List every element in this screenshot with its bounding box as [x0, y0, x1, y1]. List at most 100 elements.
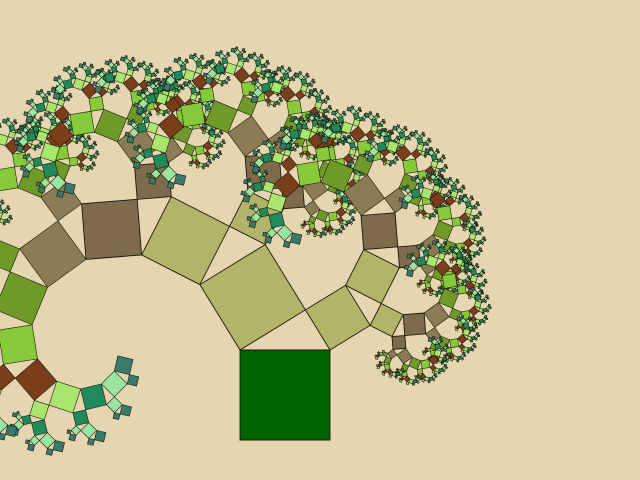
- branch-square: [416, 256, 427, 267]
- branch-square: [353, 210, 357, 215]
- branch-square: [443, 163, 448, 168]
- branch-square: [179, 64, 187, 71]
- branch-square: [378, 135, 382, 139]
- branch-square: [442, 369, 446, 373]
- branch-square: [311, 78, 315, 82]
- branch-square: [338, 131, 342, 135]
- branch-square: [384, 363, 391, 370]
- branch-square: [142, 148, 154, 159]
- branch-square: [445, 347, 453, 354]
- branch-square: [433, 214, 437, 218]
- branch-square: [410, 188, 422, 199]
- branch-square: [381, 372, 386, 376]
- branch-square: [69, 110, 95, 136]
- branch-square: [89, 158, 93, 161]
- branch-square: [120, 56, 126, 62]
- branch-square: [319, 89, 324, 93]
- branch-square: [37, 119, 41, 124]
- branch-square: [216, 155, 220, 159]
- branch-square: [74, 67, 78, 71]
- branch-square: [460, 314, 465, 319]
- branch-square: [250, 95, 259, 104]
- branch-square: [460, 190, 464, 194]
- branch-square: [212, 157, 216, 161]
- branch-square: [265, 172, 269, 175]
- branch-square: [437, 172, 442, 177]
- branch-square: [422, 290, 426, 295]
- branch-square: [0, 363, 16, 391]
- branch-square: [0, 324, 38, 365]
- branch-square: [209, 161, 212, 164]
- branch-square: [341, 195, 349, 203]
- branch-square: [148, 110, 152, 115]
- branch-square: [449, 245, 455, 252]
- branch-square: [177, 89, 181, 93]
- branch-square: [106, 88, 112, 94]
- branch-square: [261, 152, 273, 164]
- branch-square: [126, 62, 134, 70]
- branch-square: [370, 118, 378, 126]
- branch-square: [155, 68, 159, 72]
- branch-square: [375, 356, 379, 360]
- branch-square: [464, 251, 467, 254]
- branch-square: [456, 359, 460, 363]
- branch-square: [421, 350, 425, 353]
- branch-square: [33, 147, 37, 151]
- branch-square: [230, 47, 236, 53]
- branch-square: [177, 56, 182, 61]
- branch-square: [206, 164, 210, 168]
- branch-square: [472, 328, 476, 332]
- branch-square: [289, 129, 300, 140]
- branch-square: [466, 350, 470, 354]
- branch-square: [70, 95, 73, 98]
- branch-square: [23, 111, 29, 117]
- branch-square: [307, 95, 311, 99]
- branch-square: [462, 193, 467, 197]
- branch-square: [431, 240, 437, 246]
- branch-square: [208, 129, 216, 137]
- branch-square: [248, 53, 254, 59]
- branch-square: [205, 66, 209, 70]
- branch-square: [241, 48, 246, 52]
- branch-square: [0, 240, 20, 273]
- branch-square: [30, 98, 34, 102]
- branch-square: [427, 244, 431, 248]
- branch-square: [262, 231, 268, 237]
- branch-square: [392, 125, 398, 131]
- branch-square: [295, 123, 303, 130]
- branch-square: [66, 429, 72, 435]
- branch-square: [2, 202, 5, 205]
- branch-square: [443, 363, 448, 368]
- branch-square: [470, 339, 474, 343]
- trunk-square: [239, 349, 331, 441]
- branch-square: [402, 312, 427, 337]
- branch-square: [379, 351, 384, 357]
- branch-square: [278, 96, 283, 101]
- branch-square: [207, 158, 212, 163]
- branch-square: [215, 51, 221, 57]
- branch-square: [263, 169, 268, 174]
- branch-square: [364, 112, 370, 118]
- branch-square: [393, 161, 397, 165]
- branch-square: [300, 223, 303, 227]
- branch-square: [436, 238, 440, 243]
- branch-square: [466, 219, 471, 223]
- branch-square: [13, 119, 17, 123]
- branch-square: [91, 66, 94, 69]
- branch-square: [448, 176, 452, 181]
- branch-square: [112, 80, 116, 84]
- branch-square: [173, 70, 184, 81]
- branch-square: [408, 378, 414, 384]
- branch-square: [251, 79, 257, 86]
- branch-square: [335, 189, 341, 195]
- branch-square: [477, 286, 481, 290]
- branch-square: [88, 137, 92, 140]
- branch-square: [57, 75, 61, 79]
- branch-square: [445, 166, 449, 169]
- branch-square: [334, 232, 338, 236]
- branch-square: [443, 349, 447, 353]
- branch-square: [326, 110, 330, 114]
- branch-square: [427, 337, 433, 343]
- branch-square: [13, 140, 19, 146]
